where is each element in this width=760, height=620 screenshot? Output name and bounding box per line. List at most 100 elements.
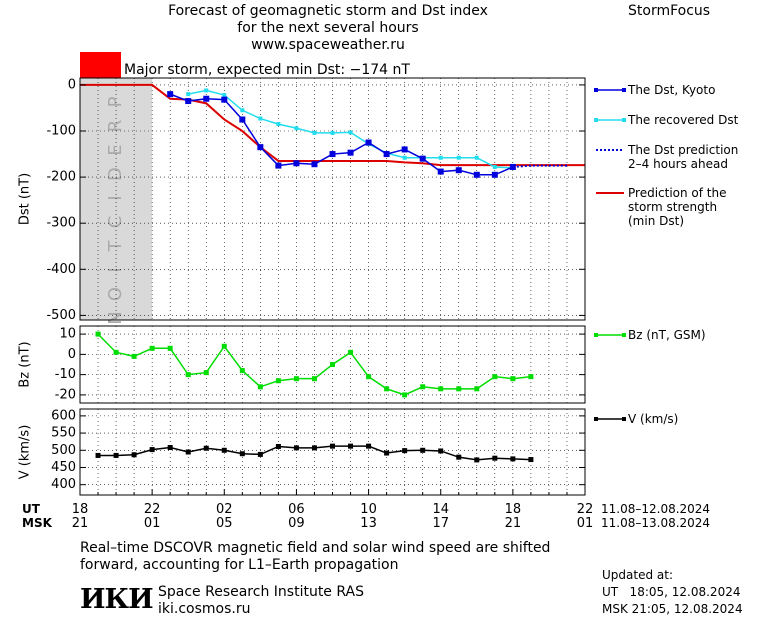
recovered-dst-point xyxy=(348,130,353,135)
x-tick-label-msk: 21 xyxy=(72,516,89,531)
bz-point xyxy=(438,386,444,392)
y-tick-label: 0 xyxy=(68,347,76,362)
speed-point xyxy=(131,452,137,458)
institute-name: Space Research Institute RAS xyxy=(158,584,364,600)
bz-point xyxy=(239,368,245,374)
recovered-dst-point xyxy=(276,122,281,127)
legend-kyoto-marker xyxy=(594,88,598,92)
speed-point xyxy=(402,448,408,454)
prediction-letter: N xyxy=(105,311,126,324)
legend-recovered-label: The recovered Dst xyxy=(627,113,739,127)
speed-point xyxy=(330,443,335,449)
updated-msk: MSK 21:05, 12.08.2024 xyxy=(602,602,743,616)
y-tick-label: 550 xyxy=(51,426,76,441)
speed-point xyxy=(474,457,480,463)
y-tick-label: 450 xyxy=(51,460,76,475)
y-tick-label: -100 xyxy=(46,124,76,139)
recovered-dst-point xyxy=(258,116,263,121)
bz-point xyxy=(275,378,281,384)
bz-point xyxy=(420,384,426,390)
kyoto-dst-point xyxy=(239,116,246,123)
y-axis-label: Dst (nT) xyxy=(18,173,33,225)
kyoto-dst-point xyxy=(167,91,174,98)
prediction-letter: P xyxy=(105,96,126,107)
y-axis-label: V (km/s) xyxy=(18,425,33,480)
speed-point xyxy=(492,455,498,461)
speed-point xyxy=(257,451,263,457)
speed-point xyxy=(95,452,101,458)
y-tick-label: -200 xyxy=(46,170,76,185)
prediction-letter: D xyxy=(105,167,126,181)
prediction-letter: R xyxy=(105,120,126,133)
x-tick-label-ut: 22 xyxy=(144,502,161,517)
brand-label: StormFocus xyxy=(628,3,711,19)
footer-note-line1: Real–time DSCOVR magnetic field and sola… xyxy=(80,540,551,556)
iki-logo: ИКИ xyxy=(80,584,154,615)
recovered-dst-point xyxy=(222,93,227,98)
speed-point xyxy=(311,445,317,451)
x-tick-label-ut: 22 xyxy=(577,502,594,517)
bz-point xyxy=(348,349,354,355)
recovered-dst-point xyxy=(240,108,245,113)
recovered-dst-point xyxy=(492,164,497,169)
x-tick-label-msk: 01 xyxy=(577,516,594,531)
legend-bz-label: Bz (nT, GSM) xyxy=(628,328,706,342)
updated-ut: UT 18:05, 12.08.2024 xyxy=(602,585,741,599)
x-tick-label-msk: 21 xyxy=(505,516,522,531)
bz-point xyxy=(311,376,317,382)
kyoto-dst-point xyxy=(293,160,300,167)
x-tick-label-ut: 18 xyxy=(72,502,89,517)
panel-frame xyxy=(79,77,586,321)
bz-point xyxy=(113,349,119,355)
bz-point xyxy=(384,386,390,392)
bz-point xyxy=(492,374,498,380)
prediction-letter: C xyxy=(105,216,126,229)
kyoto-dst-point xyxy=(491,171,498,178)
bz-point xyxy=(131,353,137,359)
legend-v-marker xyxy=(622,417,626,421)
speed-point xyxy=(456,454,462,460)
chart-subtitle: for the next several hours xyxy=(237,20,419,36)
y-tick-label: -400 xyxy=(46,262,76,277)
y-axis-label: Bz (nT) xyxy=(18,341,33,387)
kyoto-dst-point xyxy=(401,146,408,153)
bz-point xyxy=(149,345,155,351)
speed-point xyxy=(203,445,209,451)
kyoto-dst-point xyxy=(221,96,228,103)
chart-title: Forecast of geomagnetic storm and Dst in… xyxy=(168,3,488,19)
recovered-dst-point xyxy=(312,130,317,135)
legend-bz-marker xyxy=(594,333,598,337)
x-tick-label-msk: 13 xyxy=(360,516,377,531)
legend-strength-label: storm strength xyxy=(628,200,717,214)
x-axis-dates-msk: 11.08–13.08.2024 xyxy=(601,516,710,530)
recovered-dst-point xyxy=(456,155,461,160)
y-tick-label: 10 xyxy=(59,327,76,342)
institute-url[interactable]: iki.cosmos.ru xyxy=(158,601,251,617)
y-tick-label: -20 xyxy=(55,387,76,402)
bz-point xyxy=(221,343,227,349)
legend-v-label: V (km/s) xyxy=(628,412,678,426)
bz-point xyxy=(95,331,101,337)
prediction-letter: O xyxy=(105,287,126,301)
panel-frame xyxy=(79,325,586,404)
updated-label: Updated at: xyxy=(602,568,673,582)
x-axis-label-ut: UT xyxy=(22,502,41,516)
kyoto-dst-point xyxy=(365,139,372,146)
bz-point xyxy=(510,376,516,382)
x-axis-label-msk: MSK xyxy=(22,516,53,530)
y-tick-label: 500 xyxy=(51,443,76,458)
speed-point xyxy=(384,450,390,456)
legend-bz-marker xyxy=(622,333,626,337)
dst-prediction-line xyxy=(512,164,567,168)
kyoto-dst-point xyxy=(311,161,318,168)
prediction-letter: I xyxy=(105,267,126,272)
recovered-dst-point xyxy=(438,155,443,160)
legend-strength-label: Prediction of the xyxy=(628,186,727,200)
bz-point xyxy=(167,345,173,351)
bz-line xyxy=(97,333,531,396)
bz-point xyxy=(528,374,534,380)
storm-level-label: Major storm, expected min Dst: −174 nT xyxy=(124,62,410,78)
kyoto-dst-point xyxy=(455,167,462,174)
x-tick-label-ut: 06 xyxy=(288,502,305,517)
